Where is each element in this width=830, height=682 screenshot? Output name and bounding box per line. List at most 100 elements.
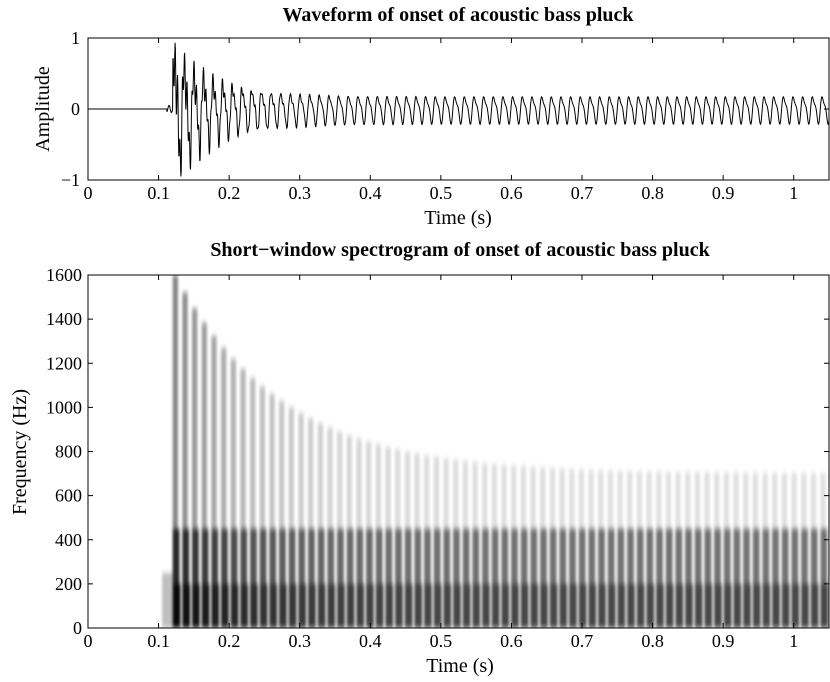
spectrogram-column-mid [559,528,567,584]
spectrogram-column-upper [791,472,797,529]
spectrogram-column-low [443,583,452,628]
spectrogram-column-upper [414,453,420,529]
spectrogram-column-upper [182,292,188,529]
spectrogram-column-low [743,583,751,628]
spectrogram-xtick-label: 0.7 [571,631,594,651]
spectrogram-column-upper [607,470,614,529]
waveform-ytick-label: 1 [71,28,80,48]
spectrogram-column-mid [491,528,499,584]
spectrogram-column-low [221,583,229,628]
spectrogram-title: Short−window spectrogram of onset of aco… [210,239,710,261]
spectrogram-column-mid [288,528,296,584]
spectrogram-pre-onset [162,572,173,628]
spectrogram-column-upper [569,468,575,529]
spectrogram-column-upper [453,459,459,529]
spectrogram-column-upper [269,393,275,529]
spectrogram-column-upper [714,472,720,529]
waveform-xtick-label: 0.1 [147,183,170,203]
waveform-xtick-label: 0.9 [712,183,735,203]
spectrogram-column-mid [327,528,335,584]
spectrogram-column-upper [520,466,527,529]
spectrogram-column-low [424,583,432,628]
spectrogram-column-upper [723,472,730,529]
spectrogram-column-mid [636,528,644,584]
spectrogram-column-low [250,583,258,628]
spectrogram-column-upper [530,466,536,529]
spectrogram-column-upper [781,472,788,529]
spectrogram-column-upper [578,469,585,529]
waveform-ticks: 0 0.1 0.2 0.3 0.4 0.5 0.6 0.7 0.8 0.9 1−101 [61,28,829,203]
spectrogram-ytick-label: 1400 [46,309,82,329]
spectrogram-column-mid [240,528,248,584]
waveform-title: Waveform of onset of acoustic bass pluck [282,4,634,26]
spectrogram-xtick-label: 0.8 [641,631,664,651]
spectrogram-column-low [598,583,606,628]
spectrogram-column-upper [424,455,430,529]
spectrogram-column-low [356,583,365,628]
spectrogram-column-upper [491,463,498,529]
spectrogram-column-low [540,583,548,628]
spectrogram-column-upper [598,469,604,529]
spectrogram-column-low [472,583,481,628]
spectrogram-column-low [462,583,471,628]
spectrogram-column-mid [704,528,712,584]
spectrogram-column-low [346,583,355,628]
spectrogram-column-mid [598,528,605,584]
spectrogram-column-mid [549,528,557,584]
spectrogram-column-low [781,583,790,628]
spectrogram-column-low [491,583,500,628]
spectrogram-column-upper [298,412,304,529]
spectrogram-column-upper [704,472,710,529]
spectrogram-column-low [646,583,655,628]
spectrogram-column-upper [279,400,285,529]
spectrogram-column-low [636,583,645,628]
spectrogram-column-mid [453,528,460,584]
spectrogram-column-low [404,583,413,628]
spectrogram-column-low [772,583,780,628]
spectrogram-column-upper [685,471,691,529]
spectrogram-column-mid [791,528,799,584]
spectrogram-column-low [530,583,539,628]
spectrogram-column-low [820,583,829,628]
spectrogram-column-mid [337,528,344,584]
spectrogram-column-low [385,583,394,628]
spectrogram-column-low [665,583,674,628]
spectrogram-column-upper [549,467,556,529]
spectrogram-column-low [559,583,568,628]
spectrogram-column-low [288,583,297,628]
spectrogram-column-upper [230,358,237,529]
spectrogram-column-low [482,583,490,628]
spectrogram-column-low [578,583,587,628]
spectrogram-column-upper [820,473,826,529]
spectrogram-column-upper [211,335,217,529]
spectrogram-column-mid [665,528,673,584]
spectrogram-ticks: 0 0.1 0.2 0.3 0.4 0.5 0.6 0.7 0.8 0.9 1 0 200 400 600 8… [46,265,829,651]
spectrogram-column-mid [279,528,286,584]
spectrogram-column-low [327,583,336,628]
spectrogram-column-mid [472,528,480,584]
spectrogram-ytick-label: 1200 [46,353,82,373]
spectrogram-column-mid [801,528,808,584]
waveform-ytick-label: −1 [61,170,80,190]
spectrogram-xtick-label: 0 [84,631,93,651]
spectrogram-column-low [337,583,345,628]
spectrogram-column-mid [192,528,199,584]
spectrogram-column-low [675,583,684,628]
spectrogram-column-upper [356,438,362,529]
spectrogram-column-mid [810,528,818,584]
spectrogram-ytick-label: 800 [55,442,82,462]
spectrogram-column-upper [288,407,295,529]
spectrogram-column-mid [588,528,596,584]
spectrogram-column-low [182,583,191,628]
spectrogram-column-mid [569,528,576,584]
spectrogram-column-mid [385,528,393,584]
spectrogram-xtick-label: 0.9 [712,631,735,651]
spectrogram-column-upper [385,446,391,529]
spectrogram-column-mid [482,528,489,584]
spectrogram-column-low [627,583,635,628]
spectrogram-xtick-label: 0.1 [147,631,170,651]
spectrogram-column-low [298,583,307,628]
spectrogram-column-low [375,583,384,628]
spectrogram-column-upper [201,322,208,529]
